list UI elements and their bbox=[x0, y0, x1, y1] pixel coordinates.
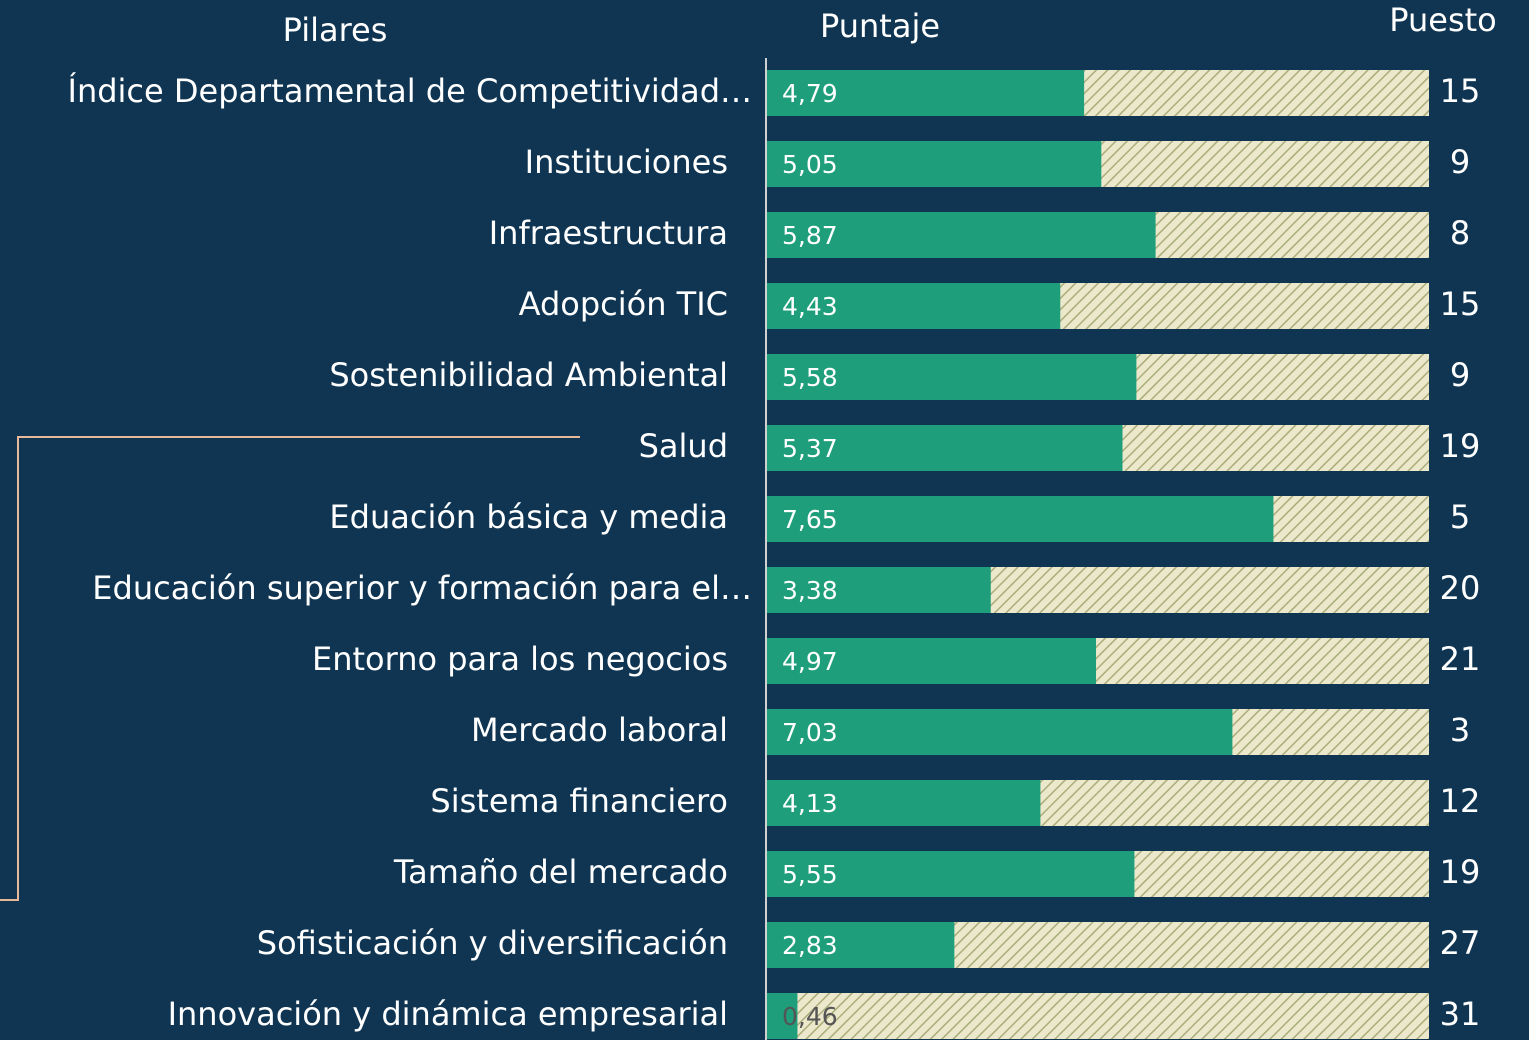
rank-label: 9 bbox=[1450, 356, 1470, 394]
bar bbox=[767, 567, 991, 613]
bar bbox=[767, 709, 1233, 755]
rank-label: 19 bbox=[1440, 853, 1481, 891]
bar bbox=[767, 354, 1137, 400]
rank-label: 20 bbox=[1440, 569, 1481, 607]
bar bbox=[767, 993, 798, 1039]
category-label: Sistema financiero bbox=[430, 782, 728, 820]
category-label: Eduación básica y media bbox=[329, 498, 728, 536]
bar bbox=[767, 922, 955, 968]
value-label: 7,03 bbox=[782, 718, 838, 747]
category-label: Infraestructura bbox=[489, 214, 728, 252]
rank-label: 27 bbox=[1440, 924, 1481, 962]
rank-label: 19 bbox=[1440, 427, 1481, 465]
rank-label: 15 bbox=[1440, 285, 1481, 323]
bracket bbox=[0, 436, 580, 901]
bar bbox=[767, 851, 1135, 897]
category-label: Tamaño del mercado bbox=[393, 853, 728, 891]
rank-label: 3 bbox=[1450, 711, 1470, 749]
bar bbox=[767, 496, 1274, 542]
category-label: Entorno para los negocios bbox=[312, 640, 728, 678]
bar bbox=[767, 283, 1061, 329]
bar bbox=[767, 141, 1102, 187]
rank-label: 9 bbox=[1450, 143, 1470, 181]
column-header: Puesto bbox=[1389, 1, 1497, 39]
bar-remainder bbox=[767, 993, 1429, 1039]
value-label: 5,37 bbox=[782, 434, 838, 463]
value-label: 5,58 bbox=[782, 363, 838, 392]
bar bbox=[767, 780, 1041, 826]
value-label: 2,83 bbox=[782, 931, 838, 960]
category-label: Salud bbox=[639, 427, 728, 465]
category-label: Educación superior y formación para el… bbox=[92, 569, 752, 607]
rank-label: 15 bbox=[1440, 72, 1481, 110]
rank-label: 12 bbox=[1440, 782, 1481, 820]
value-label: 5,87 bbox=[782, 221, 838, 250]
category-label: Sostenibilidad Ambiental bbox=[329, 356, 728, 394]
category-label: Adopción TIC bbox=[519, 285, 728, 323]
value-label: 4,43 bbox=[782, 292, 838, 321]
category-label: Innovación y dinámica empresarial bbox=[168, 995, 728, 1033]
value-label: 4,13 bbox=[782, 789, 838, 818]
category-label: Sofisticación y diversificación bbox=[257, 924, 728, 962]
column-header: Puntaje bbox=[820, 7, 940, 45]
column-header: Pilares bbox=[283, 11, 388, 49]
bar bbox=[767, 70, 1085, 116]
rank-label: 5 bbox=[1450, 498, 1470, 536]
bar bbox=[767, 212, 1156, 258]
value-label: 5,05 bbox=[782, 150, 838, 179]
bar bbox=[767, 638, 1097, 684]
rank-label: 21 bbox=[1440, 640, 1481, 678]
value-label: 3,38 bbox=[782, 576, 838, 605]
bar bbox=[767, 425, 1123, 471]
value-label: 4,79 bbox=[782, 79, 838, 108]
value-label: 4,97 bbox=[782, 647, 838, 676]
category-label: Mercado laboral bbox=[471, 711, 728, 749]
rank-label: 8 bbox=[1450, 214, 1470, 252]
rank-label: 31 bbox=[1440, 995, 1481, 1033]
category-label: Instituciones bbox=[525, 143, 728, 181]
category-label: Índice Departamental de Competitividad… bbox=[68, 72, 753, 110]
value-label: 7,65 bbox=[782, 505, 838, 534]
value-label: 0,46 bbox=[782, 1002, 838, 1031]
value-label: 5,55 bbox=[782, 860, 838, 889]
